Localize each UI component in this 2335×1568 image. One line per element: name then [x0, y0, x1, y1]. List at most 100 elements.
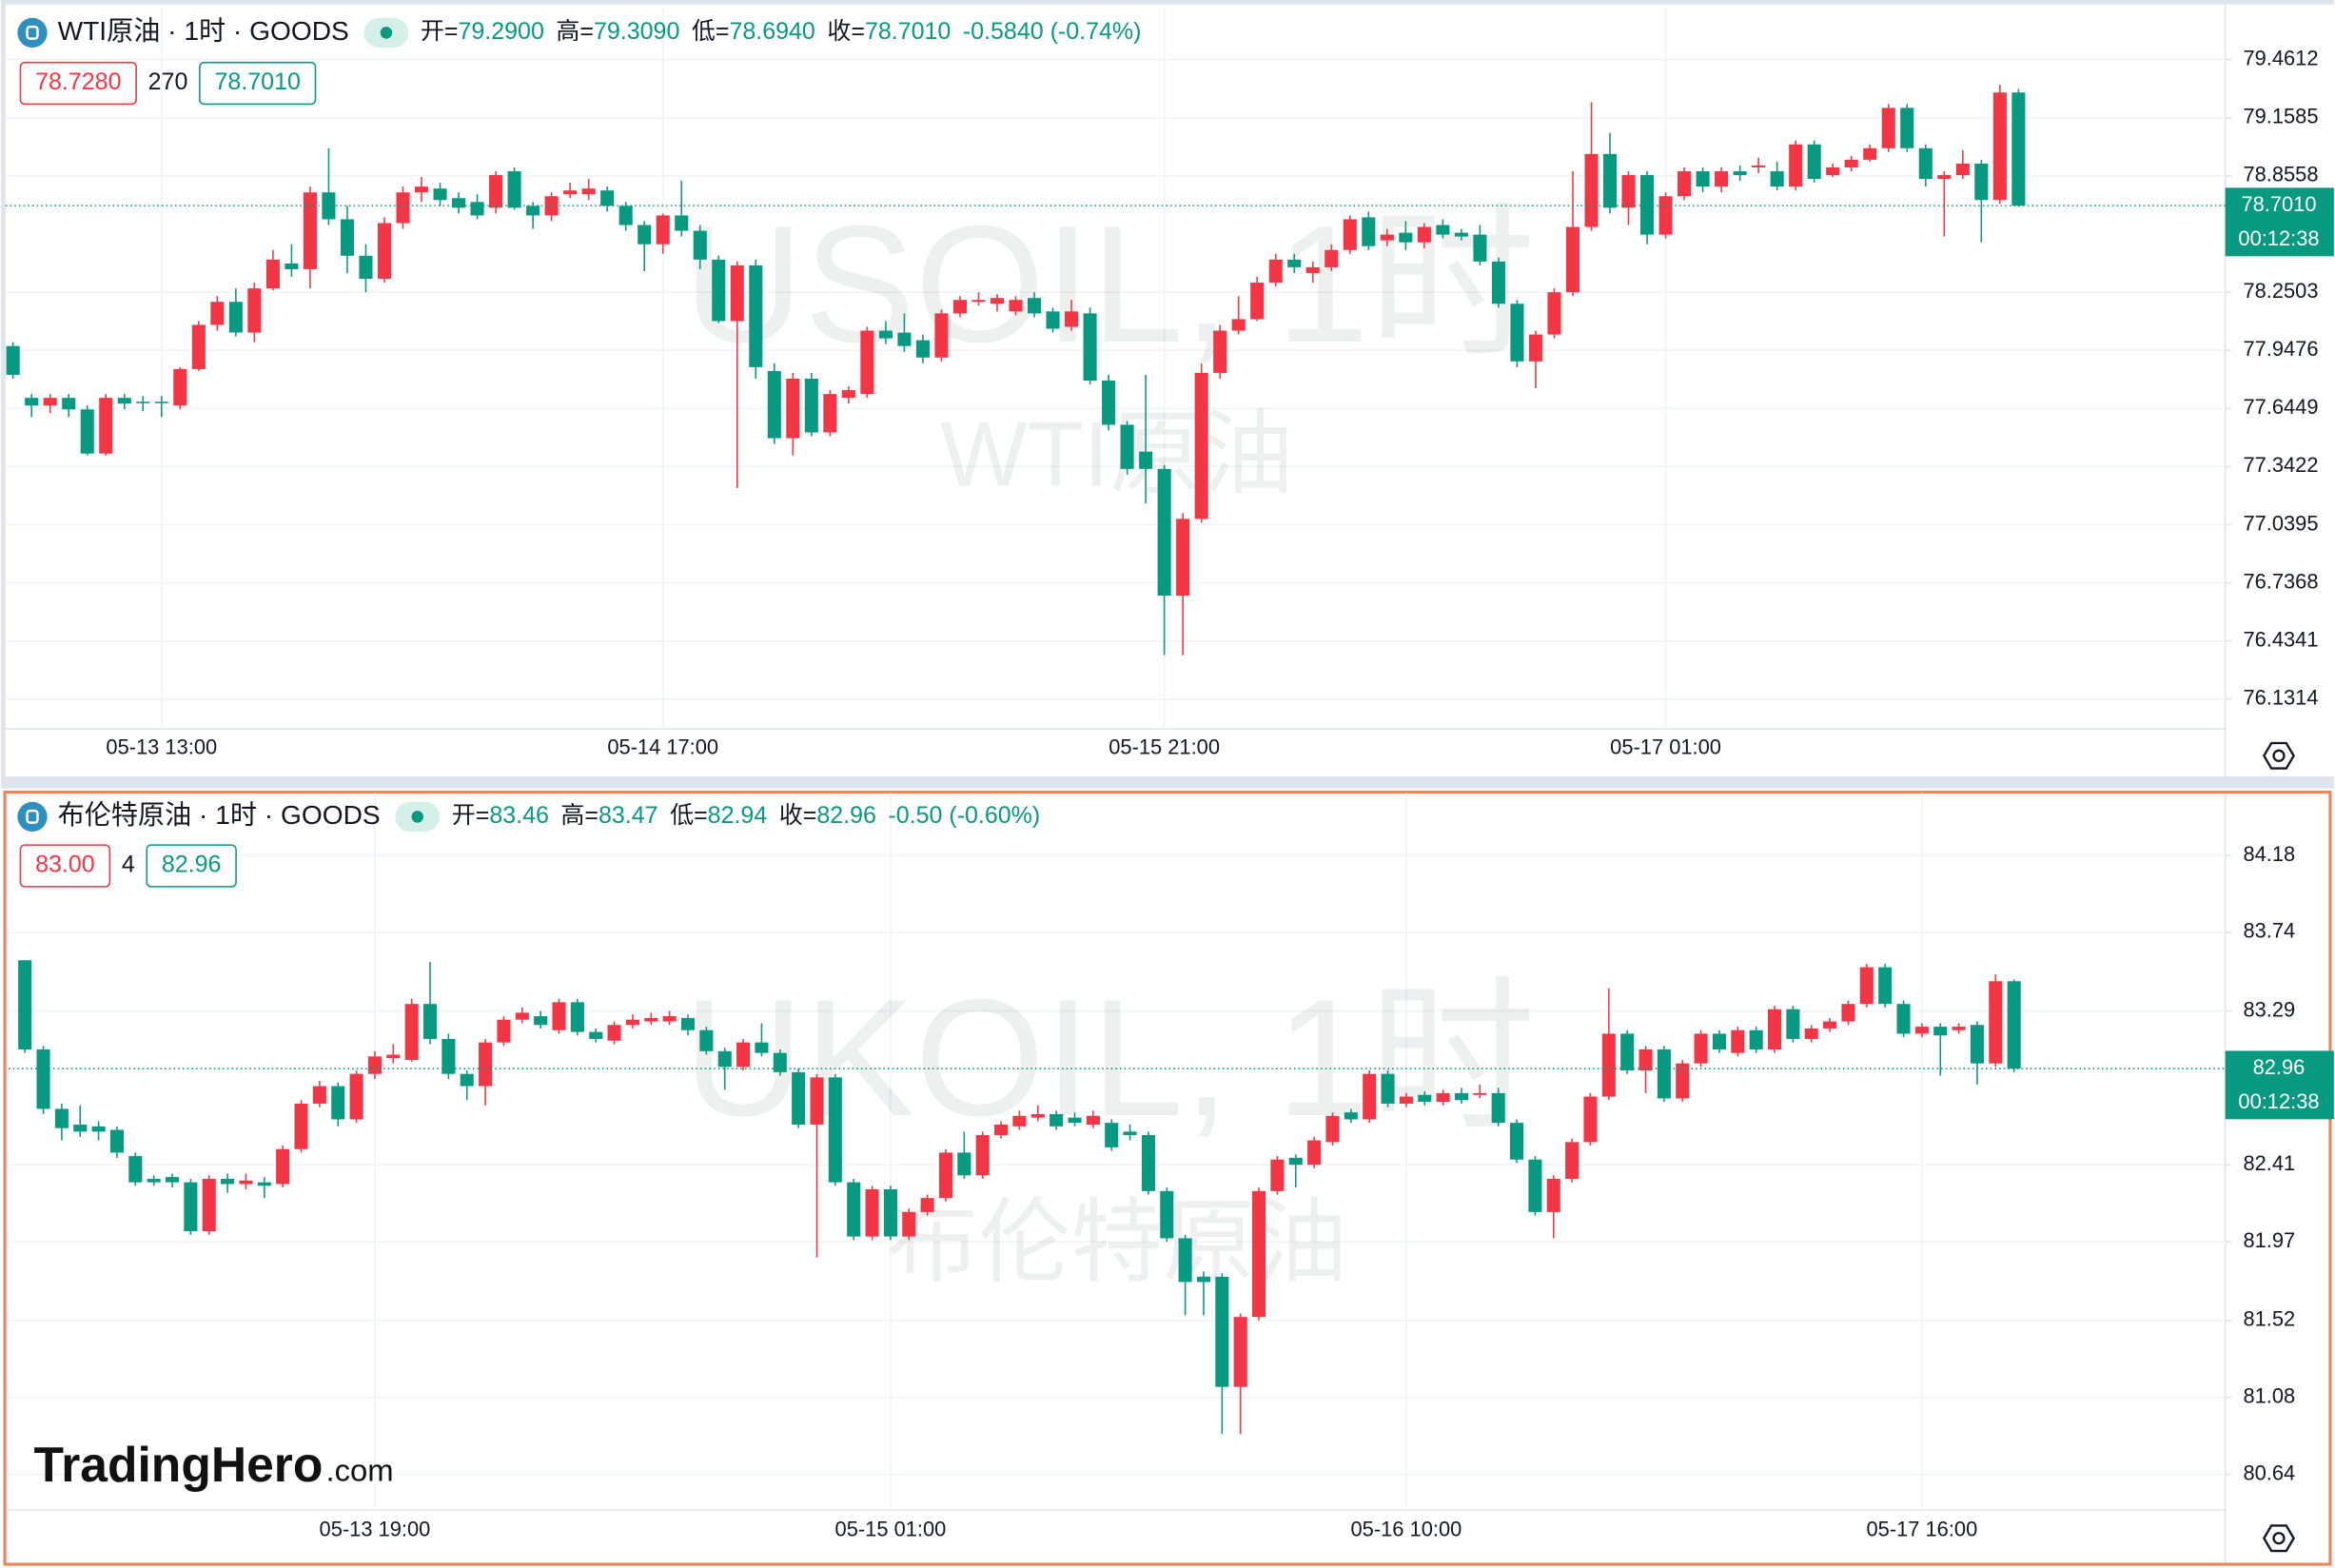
y-tick-label: 76.7368: [2243, 569, 2318, 593]
candle-body: [638, 225, 652, 245]
candle-body: [1012, 1115, 1027, 1127]
candle-body: [1896, 1004, 1911, 1034]
candle-body: [1657, 1049, 1671, 1099]
candle-body: [552, 1002, 566, 1030]
candle-body: [80, 409, 94, 454]
candle-body: [952, 300, 968, 314]
candle-body: [1826, 167, 1840, 176]
candle-body: [1937, 175, 1952, 180]
x-tick-label: 05-16 10:00: [1351, 1518, 1462, 1541]
candle-body: [1601, 1033, 1616, 1097]
candle-body: [971, 300, 986, 303]
candle-body: [285, 263, 299, 269]
candle-body: [786, 378, 800, 439]
watermark-subtitle: 布伦特原油: [886, 1190, 1347, 1294]
ask-price: 82.96: [162, 852, 222, 878]
x-tick-label: 05-14 17:00: [607, 735, 718, 758]
candle-body: [1565, 226, 1580, 293]
symbol-icon: [17, 17, 48, 49]
y-tick-label: 78.2503: [2243, 279, 2318, 303]
candle-body: [1621, 175, 1636, 208]
ohlc-label: 低=: [692, 18, 730, 45]
y-tick-label: 84.18: [2243, 842, 2295, 866]
candle-body: [247, 288, 262, 333]
ohlc-value: 79.3090: [594, 18, 679, 45]
candle-body: [396, 192, 410, 224]
candle-body: [1844, 159, 1858, 167]
candle-body: [1678, 170, 1692, 197]
settings-dot: [2272, 749, 2286, 762]
candle-body: [675, 215, 689, 231]
settings-hexagon: [2262, 741, 2295, 770]
candle-body: [1436, 1092, 1450, 1103]
candle-body: [1528, 1159, 1542, 1212]
candle-body: [367, 1056, 382, 1074]
change-value: -0.5840 (-0.74%): [963, 18, 1142, 45]
candle-body: [749, 265, 763, 367]
candle-body: [920, 1198, 934, 1212]
candle-body: [1974, 163, 1989, 201]
candle-body: [1992, 92, 2007, 201]
candle-body: [136, 402, 150, 403]
candle-body: [1215, 1276, 1229, 1387]
candle-body: [938, 1152, 953, 1199]
candle-body: [91, 1126, 106, 1132]
settings-icon[interactable]: [2262, 741, 2295, 770]
candle-body: [210, 302, 225, 325]
candle-body: [1305, 266, 1320, 273]
x-tick-label: 05-13 19:00: [320, 1518, 431, 1541]
candle-body: [1510, 304, 1524, 362]
bid-price: 78.7280: [35, 69, 121, 95]
candle-body: [1194, 372, 1208, 519]
candle-body: [1863, 147, 1877, 160]
ohlc-label: 高=: [556, 18, 594, 45]
candle-body: [589, 1031, 603, 1039]
visibility-dot: [380, 27, 393, 39]
candle-body: [359, 255, 373, 280]
candle-body: [1807, 144, 1821, 180]
y-tick-label: 76.4341: [2243, 627, 2318, 651]
candle-body: [1696, 170, 1710, 187]
candle-body: [507, 170, 521, 208]
candle-body: [1955, 163, 1970, 176]
candle-body: [349, 1073, 363, 1120]
candle-body: [755, 1042, 769, 1053]
ohlc-value: 79.2900: [458, 18, 543, 45]
candle-body: [1640, 175, 1655, 235]
candle-body: [1918, 147, 1933, 180]
candle-body: [1638, 1049, 1653, 1071]
bid-price: 83.00: [35, 852, 95, 878]
candle-body: [6, 345, 20, 375]
candle-body: [625, 1019, 639, 1026]
candle-body: [1804, 1028, 1818, 1039]
candle-body: [1694, 1033, 1708, 1064]
x-tick-label: 05-17 01:00: [1610, 735, 1721, 758]
y-tick-label: 83.29: [2243, 997, 2295, 1021]
candle-body: [239, 1180, 253, 1185]
settings-icon[interactable]: [2262, 1524, 2295, 1553]
candle-body: [312, 1086, 326, 1104]
candle-body: [497, 1019, 511, 1043]
y-tick-label: 77.9476: [2243, 337, 2318, 361]
candle-body: [680, 1017, 696, 1030]
candle-body: [1658, 196, 1673, 235]
candle-body: [883, 1188, 897, 1237]
candle-body: [154, 402, 168, 403]
ask-price-box: [146, 844, 237, 888]
candle-body: [1676, 1063, 1690, 1099]
candle-body: [1120, 424, 1134, 469]
candle-body: [1454, 232, 1468, 237]
candle-body: [515, 1012, 529, 1020]
left-border: [1, 0, 6, 781]
candle-body: [331, 1086, 345, 1120]
candle-body: [1231, 319, 1246, 331]
candle-body: [810, 1077, 824, 1125]
y-tick-label: 77.6449: [2243, 395, 2318, 419]
candle-body: [1068, 1117, 1082, 1124]
pane-separator: [1, 776, 2334, 789]
candle-body: [897, 332, 912, 346]
y-tick-label: 81.08: [2243, 1383, 2295, 1407]
candle-body: [934, 313, 949, 358]
candle-body: [2007, 981, 2021, 1069]
